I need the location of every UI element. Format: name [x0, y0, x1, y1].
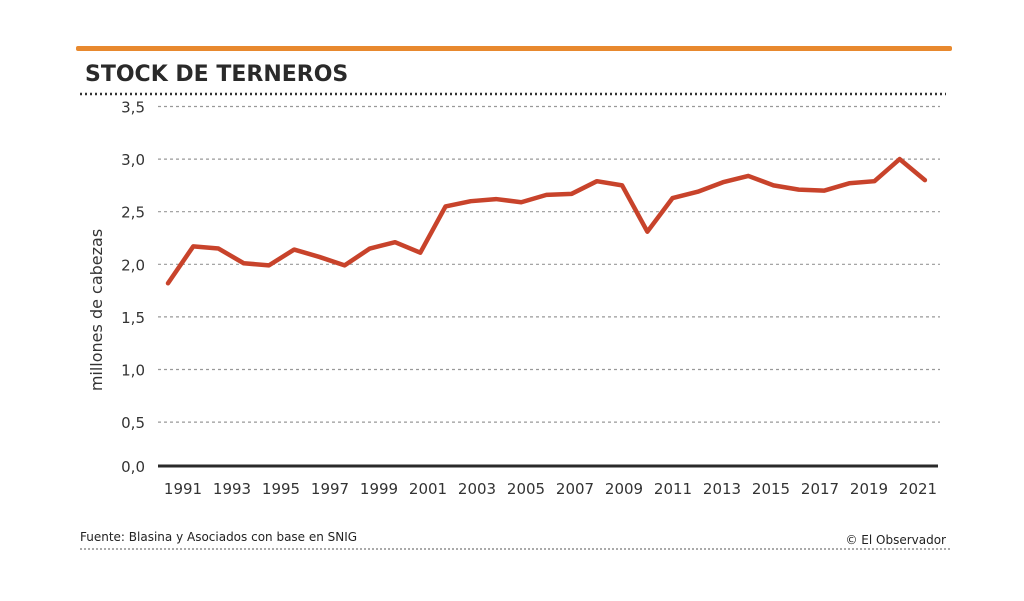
y-axis-label: millones de cabezas [87, 229, 106, 391]
x-tick-label: 2019 [850, 480, 888, 498]
x-tick-label: 1993 [213, 480, 251, 498]
x-tick-label: 2015 [752, 480, 790, 498]
x-tick-label: 1997 [311, 480, 349, 498]
y-tick-label: 1,5 [121, 309, 145, 327]
x-tick-label: 2007 [556, 480, 594, 498]
chart-title: STOCK DE TERNEROS [85, 62, 348, 87]
y-tick-label: 2,5 [121, 204, 145, 222]
x-tick-label: 2011 [654, 480, 692, 498]
x-tick-label: 2021 [899, 480, 937, 498]
x-tick-label: 2005 [507, 480, 545, 498]
x-tick-label: 2009 [605, 480, 643, 498]
accent-bar [76, 46, 952, 51]
series-line [168, 159, 925, 283]
x-tick-label: 2017 [801, 480, 839, 498]
x-tick-label: 1999 [360, 480, 398, 498]
x-tick-label: 1995 [262, 480, 300, 498]
x-tick-label: 2013 [703, 480, 741, 498]
x-tick-label: 1991 [164, 480, 202, 498]
y-tick-label: 2,0 [121, 256, 145, 274]
y-tick-label: 0,0 [121, 458, 145, 476]
source-note: Fuente: Blasina y Asociados con base en … [80, 530, 357, 544]
x-tick-label: 2001 [409, 480, 447, 498]
y-tick-label: 3,5 [121, 99, 145, 117]
credit: © El Observador [845, 533, 946, 547]
x-tick-label: 2003 [458, 480, 496, 498]
y-tick-label: 0,5 [121, 414, 145, 432]
y-tick-label: 3,0 [121, 151, 145, 169]
y-tick-label: 1,0 [121, 362, 145, 380]
